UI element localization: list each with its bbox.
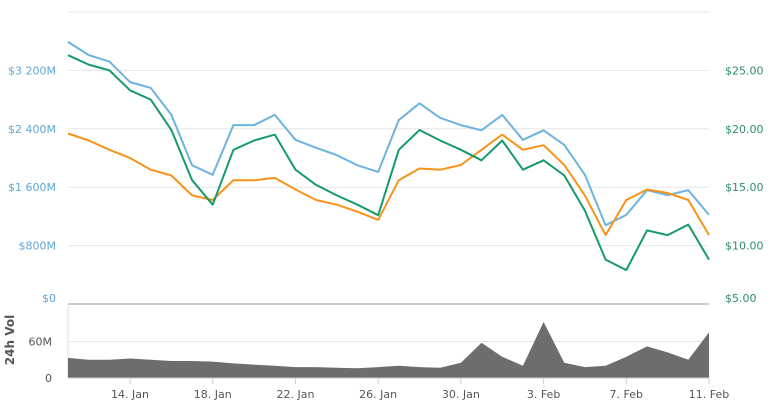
left-axis-tick: $0 (42, 292, 56, 305)
right-axis-tick: $10.00 (725, 240, 764, 253)
left-axis-tick: $1 600M (8, 181, 56, 194)
series-line-1 (67, 132, 710, 237)
right-axis-tick: $20.00 (725, 123, 764, 136)
left-axis-tick: $800M (19, 240, 57, 253)
x-axis-tick: 18. Jan (194, 388, 232, 401)
right-axis-tick: $5.00 (725, 292, 757, 305)
left-axis-tick: $3 200M (8, 64, 56, 77)
x-axis-tick: 30. Jan (442, 388, 480, 401)
right-axis-tick: $25.00 (725, 64, 764, 77)
volume-area (68, 322, 709, 378)
x-axis-tick: 7. Feb (610, 388, 643, 401)
volume-axis-label: 24h Vol (3, 315, 17, 365)
left-axis-tick: $2 400M (8, 123, 56, 136)
right-axis-tick: $15.00 (725, 181, 764, 194)
volume-axis-tick: 0 (45, 372, 52, 385)
volume-axis-tick: 60M (29, 336, 53, 349)
x-axis-tick: 3. Feb (527, 388, 560, 401)
x-axis-tick: 26. Jan (359, 388, 397, 401)
x-axis-tick: 22. Jan (276, 388, 314, 401)
series-line-2 (67, 54, 710, 272)
x-axis-tick: 14. Jan (111, 388, 149, 401)
x-axis-tick: 11. Feb (689, 388, 729, 401)
series-line-0 (67, 41, 710, 227)
